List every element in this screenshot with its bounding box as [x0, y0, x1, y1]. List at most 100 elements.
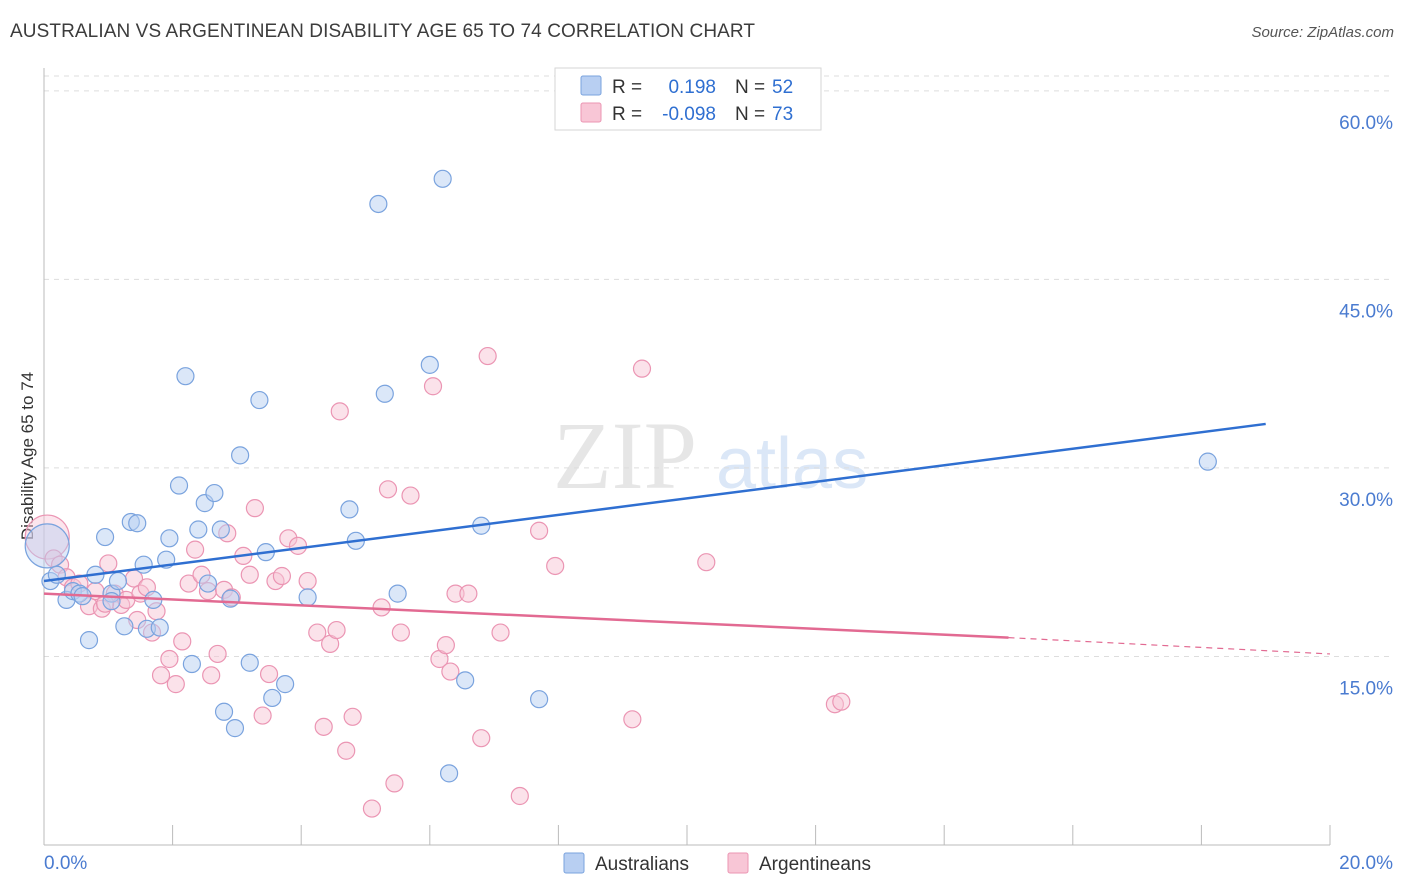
y-tick-label-60: 60.0% [1339, 113, 1393, 134]
australians-point-21 [176, 367, 195, 386]
argentineans-point-44 [327, 620, 346, 640]
bottom-legend-swatch-argentineans [727, 852, 749, 874]
australians-point-22 [182, 654, 201, 674]
australians-point-25 [198, 574, 218, 593]
australians-point-41 [375, 384, 394, 403]
argentineans-point-35 [259, 664, 279, 684]
legend-r-label-argentineans: R = [612, 104, 642, 125]
argentineans-point-23 [186, 540, 205, 559]
australians-point-33 [250, 390, 269, 410]
y-tick-label-45: 45.0% [1339, 301, 1393, 322]
legend-n-value-argentineans: 73 [772, 104, 793, 125]
argentineans-point-59 [459, 584, 478, 603]
australians-point-6 [79, 631, 99, 650]
argentineans-point-42 [314, 717, 333, 736]
australians-point-48 [530, 690, 549, 709]
argentineans-point-63 [510, 786, 529, 806]
argentineans-point-26 [202, 666, 221, 685]
australians-point-42 [388, 584, 407, 603]
argentineans-point-56 [436, 636, 455, 655]
argentineans-point-49 [372, 598, 391, 617]
australians-point-11 [115, 617, 134, 636]
legend-r-label-australians: R = [612, 77, 642, 98]
australians-point-27 [211, 520, 230, 539]
legend-n-label-argentineans: N = [735, 104, 765, 125]
y-axis-label: Disability Age 65 to 74 [18, 372, 37, 540]
y-tick-label-15: 15.0% [1339, 678, 1393, 699]
australians-point-19 [160, 529, 179, 548]
argentineans-point-61 [478, 346, 497, 366]
australians-point-8 [95, 527, 115, 547]
legend-r-value-australians: 0.198 [668, 77, 716, 98]
chart-title: AUSTRALIAN VS ARGENTINEAN DISABILITY AGE… [10, 21, 756, 42]
argentineans-point-67 [632, 359, 652, 378]
argentineans-point-39 [288, 536, 308, 555]
bottom-legend-swatch-australians [563, 852, 585, 874]
y-tick-labels: 15.0% 30.0% 45.0% 60.0% [1339, 113, 1393, 700]
argentineans-point-70 [832, 692, 851, 711]
argentineans-point-51 [385, 774, 404, 793]
argentineans-point-60 [472, 729, 491, 748]
australians-point-17 [150, 618, 169, 637]
x-tick-label-min: 0.0% [44, 853, 87, 874]
argentineans-point-64 [530, 521, 549, 540]
watermark-zip: ZIP [553, 402, 697, 509]
trend-lines [43, 422, 1331, 655]
argentineans-point-65 [546, 556, 565, 576]
legend-swatch-australians [580, 75, 602, 96]
australians-point-13 [128, 514, 147, 533]
australians-point-38 [340, 500, 359, 519]
australians-point-30 [225, 719, 245, 738]
australians-trend-line [43, 422, 1266, 583]
legend-n-value-australians: 52 [772, 77, 793, 98]
legend-r-value-argentineans: -0.098 [662, 104, 716, 125]
bottom-legend-label-argentineans: Argentineans [759, 854, 871, 875]
argentineans-point-54 [423, 377, 443, 396]
australians-point-31 [231, 446, 250, 465]
argentineans-point-20 [166, 675, 185, 694]
source-label: Source: ZipAtlas.com [1251, 24, 1394, 41]
australians-point-26 [205, 483, 224, 503]
argentineans-point-50 [378, 480, 398, 499]
australians-point-28 [214, 702, 234, 721]
argentineans-point-22 [179, 574, 198, 593]
australians-point-37 [298, 588, 317, 607]
argentineans-point-68 [697, 553, 716, 572]
watermark: ZIP atlas [553, 402, 868, 509]
australians-point-36 [276, 675, 295, 694]
australians-point-29 [221, 589, 240, 608]
australians-point-43 [420, 355, 439, 374]
australians-point-35 [263, 688, 282, 708]
australians-point-14 [134, 555, 153, 574]
argentineans-point-37 [272, 566, 292, 586]
argentineans-point-27 [208, 644, 227, 664]
argentineans-point-57 [441, 662, 460, 681]
australians-point-45 [439, 764, 459, 783]
australians-point-20 [169, 476, 189, 495]
argentineans-point-21 [173, 632, 192, 651]
argentineans-point-62 [491, 623, 510, 642]
axes [43, 68, 1331, 846]
x-tick-labels: 0.0% 20.0% [44, 853, 1393, 874]
australians-point-0 [24, 523, 70, 569]
australians-point-23 [189, 520, 208, 539]
x-tick-label-max: 20.0% [1339, 853, 1393, 874]
argentineans-point-47 [343, 707, 362, 726]
argentineans-point-40 [298, 571, 317, 591]
argentineans-point-53 [401, 486, 420, 505]
australians-point-44 [433, 169, 452, 188]
argentineans-trend-line [43, 592, 1009, 639]
legend-n-label-australians: N = [735, 77, 765, 98]
argentineans-point-52 [391, 623, 410, 642]
stats-legend: R = 0.198 N = 52 R = -0.098 N = 73 [554, 67, 822, 131]
bottom-legend-label-australians: Australians [595, 854, 689, 875]
australians-point-49 [1198, 452, 1217, 471]
y-tick-label-30: 30.0% [1339, 490, 1393, 511]
australians-point-10 [108, 571, 128, 591]
argentineans-point-48 [362, 799, 382, 818]
argentineans-point-32 [240, 565, 259, 584]
legend-swatch-argentineans [580, 102, 602, 123]
argentineans-trend-extension [1008, 637, 1331, 655]
argentineans-point-33 [245, 499, 265, 518]
argentineans-point-18 [151, 666, 171, 685]
